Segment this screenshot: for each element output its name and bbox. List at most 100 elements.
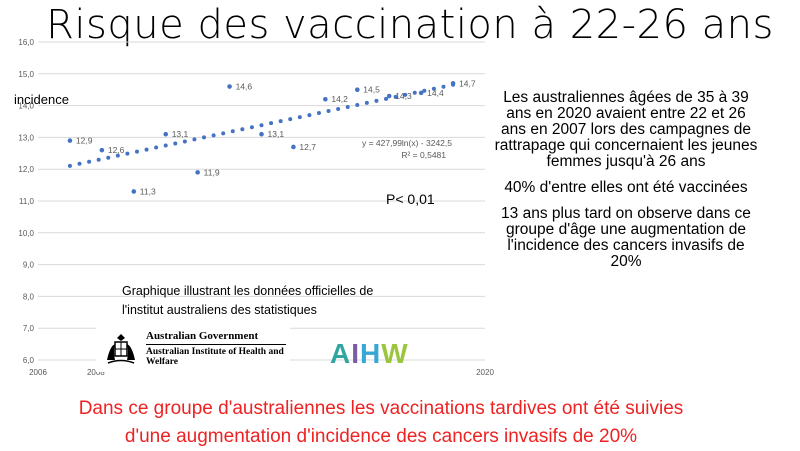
data-label: 11,9 — [204, 167, 220, 177]
y-tick-label: 14,0 — [18, 102, 34, 111]
trendline-dot — [115, 153, 120, 158]
data-point — [354, 87, 360, 92]
trendline-dot — [230, 129, 235, 134]
data-label: 14,7 — [459, 78, 476, 88]
trendline-dot — [77, 161, 82, 166]
data-label: 11,3 — [140, 186, 156, 196]
explanation-paragraph-1: Les australiennes âgées de 35 à 39 ans e… — [494, 89, 758, 170]
trendline-dot — [211, 133, 216, 138]
x-tick-label: 2008 — [87, 368, 105, 377]
data-point — [227, 84, 232, 89]
y-tick-label: 10,0 — [18, 229, 34, 238]
data-point — [386, 93, 392, 99]
scatter-chart: 6,0 7,0 8,0 9,0 10,0 11,0 12,0 13,0 14,0 15,0 16,0… — [18, 38, 494, 377]
divider — [146, 344, 286, 345]
trendline — [67, 82, 456, 168]
conclusion-line-1: Dans ce groupe d'australiennes les vacci… — [78, 398, 684, 419]
trendline-dot — [345, 104, 350, 109]
coat-of-arms-icon — [107, 334, 135, 364]
explanation-paragraph-3: 13 ans plus tard on observe dans ce grou… — [501, 205, 751, 270]
y-tick-label: 12,0 — [18, 165, 34, 174]
trendline-dot — [336, 106, 341, 111]
data-point — [418, 90, 424, 96]
trendline-dot — [364, 100, 369, 105]
explanation-paragraph-2: 40% d'entre elles ont été vaccinées — [504, 179, 748, 196]
trendline-dot — [134, 149, 139, 154]
y-tick-label: 6,0 — [23, 356, 35, 365]
aihw-letter: W — [381, 338, 409, 369]
data-point — [131, 189, 137, 194]
aust-gov-logo: Australian Government Australian Institu… — [96, 326, 290, 372]
x-tick-label: 2006 — [29, 368, 47, 377]
data-point — [450, 81, 456, 86]
trendline-dot — [96, 157, 101, 162]
y-tick-label: 8,0 — [23, 292, 35, 301]
gov-name: Australian Government — [146, 330, 259, 342]
trendline-dot — [154, 145, 159, 150]
y-tick-labels: 6,0 7,0 8,0 9,0 10,0 11,0 12,0 13,0 14,0 15,0 16,0 — [18, 38, 34, 365]
data-labels: 12,9 12,6 11,3 13,1 11,9 14,6 13,1 12,7 14,2 14,5… — [76, 78, 476, 196]
data-label: 13,1 — [172, 129, 189, 139]
data-point — [259, 131, 264, 137]
trendline-dot — [240, 127, 245, 132]
institute-name: Australian Institute of Health and Welfa… — [146, 347, 284, 367]
trendline-dot — [87, 159, 92, 164]
trendline-dot — [297, 115, 302, 120]
aihw-letter: A — [330, 338, 352, 369]
explanation-panel: Les australiennes âgées de 35 à 39 ans e… — [492, 90, 760, 280]
trendline-dot — [384, 96, 389, 101]
data-label: 14,2 — [331, 94, 348, 104]
trendline-dot — [278, 119, 283, 124]
data-label: 13,1 — [268, 129, 285, 139]
trendline-dot — [249, 125, 254, 130]
trendline-dot — [173, 141, 178, 146]
data-label: 14,3 — [395, 91, 412, 101]
data-point — [163, 131, 169, 137]
trendline-dot — [192, 137, 197, 142]
data-point — [67, 138, 73, 143]
data-label: 14,6 — [236, 82, 253, 92]
trendline-dot — [182, 139, 187, 144]
aihw-logo: AIHW — [330, 338, 409, 370]
data-point — [195, 170, 200, 175]
trendline-dot — [144, 147, 149, 152]
x-tick-label: 2020 — [476, 368, 494, 377]
trendline-dot — [374, 98, 379, 103]
trendline-dot — [393, 94, 398, 99]
trendline-dot — [422, 88, 427, 93]
p-value: P< 0,01 — [386, 191, 435, 207]
trendline-dot — [125, 151, 130, 156]
trendline-dot — [202, 135, 207, 140]
y-tick-label: 16,0 — [18, 38, 34, 47]
x-tick-labels: 2006 2008 2020 — [29, 368, 494, 377]
trendline-dot — [106, 155, 111, 160]
trendline-dot — [431, 86, 436, 91]
data-label: 12,6 — [108, 145, 125, 155]
data-point — [99, 147, 105, 153]
data-label: 14,5 — [363, 85, 380, 95]
y-tick-label: 13,0 — [18, 133, 34, 142]
trendline-dot — [403, 92, 408, 97]
trendline-dot — [221, 131, 226, 136]
data-point — [323, 96, 328, 102]
trendline-dot — [307, 113, 312, 118]
aihw-letter: I — [351, 338, 361, 369]
trendline-dot — [163, 143, 168, 148]
data-point — [291, 144, 296, 150]
y-tick-label: 9,0 — [23, 261, 35, 270]
conclusion: Dans ce groupe d'australiennes les vacci… — [0, 395, 762, 451]
trendline-dot — [355, 102, 360, 107]
trendline-dot — [288, 117, 293, 122]
slide-title: Risque des vaccination à 22-26 ans — [46, 2, 774, 48]
y-tick-label: 11,0 — [19, 197, 35, 206]
aihw-letter: H — [360, 338, 382, 369]
y-axis-label: incidence — [14, 92, 69, 107]
trendline-dot — [269, 121, 274, 126]
trend-equation: y = 427,99ln(x) - 3242,5 — [362, 138, 452, 148]
trendline-dot — [67, 163, 72, 168]
caption-line-2: l'institut australiens des statistiques — [122, 303, 317, 317]
trendline-dot — [441, 84, 446, 89]
y-tick-label: 15,0 — [18, 70, 34, 79]
data-label: 14,4 — [427, 88, 444, 98]
data-label: 12,7 — [299, 142, 316, 152]
